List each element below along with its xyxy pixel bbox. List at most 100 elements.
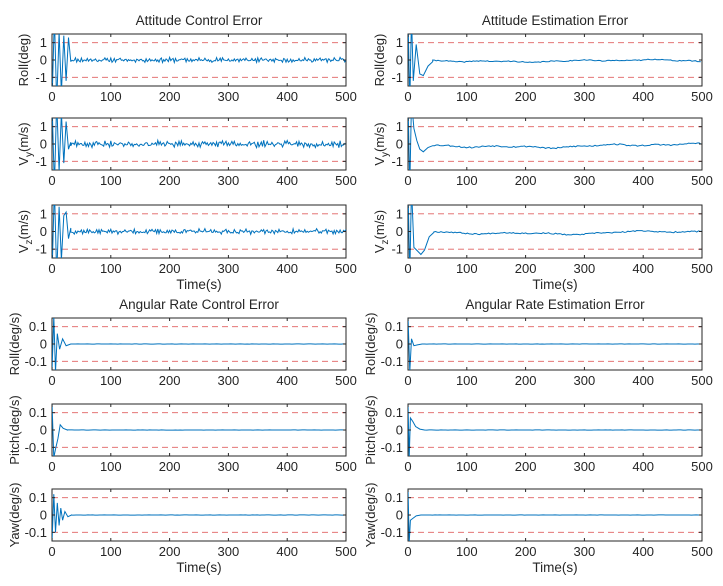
y-tick-label: 0.1 xyxy=(385,490,403,505)
x-tick-label: 400 xyxy=(632,373,654,388)
x-tick-label: 100 xyxy=(100,89,122,104)
y-tick-label: 0 xyxy=(40,423,47,438)
x-tick-label: 400 xyxy=(276,89,298,104)
x-tick-label: 400 xyxy=(632,89,654,104)
x-tick-label: 200 xyxy=(159,459,181,474)
x-tick-label: 200 xyxy=(515,459,537,474)
y-tick-label: 0 xyxy=(396,224,403,239)
y-tick-label: 0.1 xyxy=(29,405,47,420)
y-tick-label: 1 xyxy=(396,35,403,50)
x-tick-label: 200 xyxy=(159,89,181,104)
y-axis-label: Roll(deg/s) xyxy=(7,313,22,376)
x-tick-label: 300 xyxy=(574,89,596,104)
y-tick-label: 0.1 xyxy=(29,490,47,505)
x-tick-label: 200 xyxy=(515,89,537,104)
x-tick-label: 500 xyxy=(335,89,357,104)
x-axis-label: Time(s) xyxy=(532,277,577,292)
y-tick-label: 0 xyxy=(40,508,47,523)
x-tick-label: 0 xyxy=(48,261,55,276)
x-tick-label: 200 xyxy=(159,173,181,188)
x-axis-label: Time(s) xyxy=(176,277,221,292)
y-tick-label: 1 xyxy=(40,206,47,221)
y-tick-label: -0.1 xyxy=(381,440,403,455)
y-axis-label: Vy(m/s) xyxy=(372,122,391,165)
error-series-line xyxy=(408,118,702,170)
error-series-line xyxy=(408,205,702,258)
x-tick-label: 0 xyxy=(48,373,55,388)
error-series-line xyxy=(52,318,346,370)
y-axis-label: Roll(deg) xyxy=(372,34,387,87)
subplot-title: Angular Rate Estimation Error xyxy=(465,297,645,312)
error-series-line xyxy=(408,34,701,86)
x-tick-label: 300 xyxy=(218,89,240,104)
x-tick-label: 300 xyxy=(574,544,596,559)
x-tick-label: 300 xyxy=(574,173,596,188)
x-tick-label: 300 xyxy=(218,459,240,474)
y-tick-label: 1 xyxy=(396,119,403,134)
y-tick-label: 0 xyxy=(40,137,47,152)
y-tick-label: -0.1 xyxy=(25,440,47,455)
subplot-title: Angular Rate Control Error xyxy=(119,297,279,312)
y-tick-label: 0 xyxy=(396,53,403,68)
x-tick-label: 400 xyxy=(276,459,298,474)
x-tick-label: 500 xyxy=(691,261,713,276)
x-tick-label: 0 xyxy=(404,89,411,104)
y-tick-label: -0.1 xyxy=(381,354,403,369)
x-tick-label: 200 xyxy=(159,261,181,276)
error-series-line xyxy=(52,494,345,541)
error-series-line xyxy=(52,34,346,86)
subplot-12: 0 100 200 300 400 500-0.100.1Time(s)Yaw(deg/s… xyxy=(363,483,713,575)
x-tick-label: 200 xyxy=(159,373,181,388)
x-tick-label: 300 xyxy=(574,373,596,388)
y-axis-label: Roll(deg/s) xyxy=(363,313,378,376)
y-tick-label: 0 xyxy=(40,337,47,352)
x-tick-label: 400 xyxy=(632,261,654,276)
x-tick-label: 100 xyxy=(100,173,122,188)
x-tick-label: 100 xyxy=(100,544,122,559)
y-axis-label: Vz(m/s) xyxy=(372,210,391,253)
y-tick-label: -1 xyxy=(35,154,47,169)
axes-frame xyxy=(407,204,703,259)
x-tick-label: 0 xyxy=(48,459,55,474)
x-tick-label: 500 xyxy=(691,89,713,104)
x-tick-label: 500 xyxy=(335,173,357,188)
y-tick-label: 0 xyxy=(396,337,403,352)
subplot-9: 0 100 200 300 400 500-0.100.1Time(s)Yaw(deg/s… xyxy=(7,483,357,575)
x-tick-label: 300 xyxy=(218,544,240,559)
y-tick-label: 0 xyxy=(396,508,403,523)
x-tick-label: 400 xyxy=(632,173,654,188)
x-tick-label: 300 xyxy=(218,261,240,276)
x-tick-label: 0 xyxy=(48,89,55,104)
y-tick-label: -0.1 xyxy=(25,525,47,540)
x-tick-label: 500 xyxy=(691,459,713,474)
y-tick-label: 0 xyxy=(396,137,403,152)
y-tick-label: 1 xyxy=(40,35,47,50)
x-tick-label: 400 xyxy=(632,459,654,474)
y-tick-label: -1 xyxy=(35,242,47,257)
subplot-title: Attitude Estimation Error xyxy=(482,13,629,28)
y-tick-label: 0 xyxy=(40,53,47,68)
y-axis-label: Vz(m/s) xyxy=(16,210,35,253)
x-tick-label: 0 xyxy=(404,544,411,559)
x-tick-label: 200 xyxy=(515,261,537,276)
y-tick-label: -1 xyxy=(391,242,403,257)
x-tick-label: 100 xyxy=(456,261,478,276)
x-tick-label: 400 xyxy=(276,261,298,276)
x-tick-label: 500 xyxy=(691,544,713,559)
x-tick-label: 400 xyxy=(632,544,654,559)
x-tick-label: 400 xyxy=(276,544,298,559)
x-tick-label: 200 xyxy=(515,173,537,188)
x-tick-label: 100 xyxy=(456,459,478,474)
x-tick-label: 400 xyxy=(276,173,298,188)
x-tick-label: 300 xyxy=(574,261,596,276)
error-series-line xyxy=(408,318,702,370)
y-tick-label: -0.1 xyxy=(381,525,403,540)
subplot-title: Attitude Control Error xyxy=(136,13,263,28)
x-tick-label: 300 xyxy=(574,459,596,474)
